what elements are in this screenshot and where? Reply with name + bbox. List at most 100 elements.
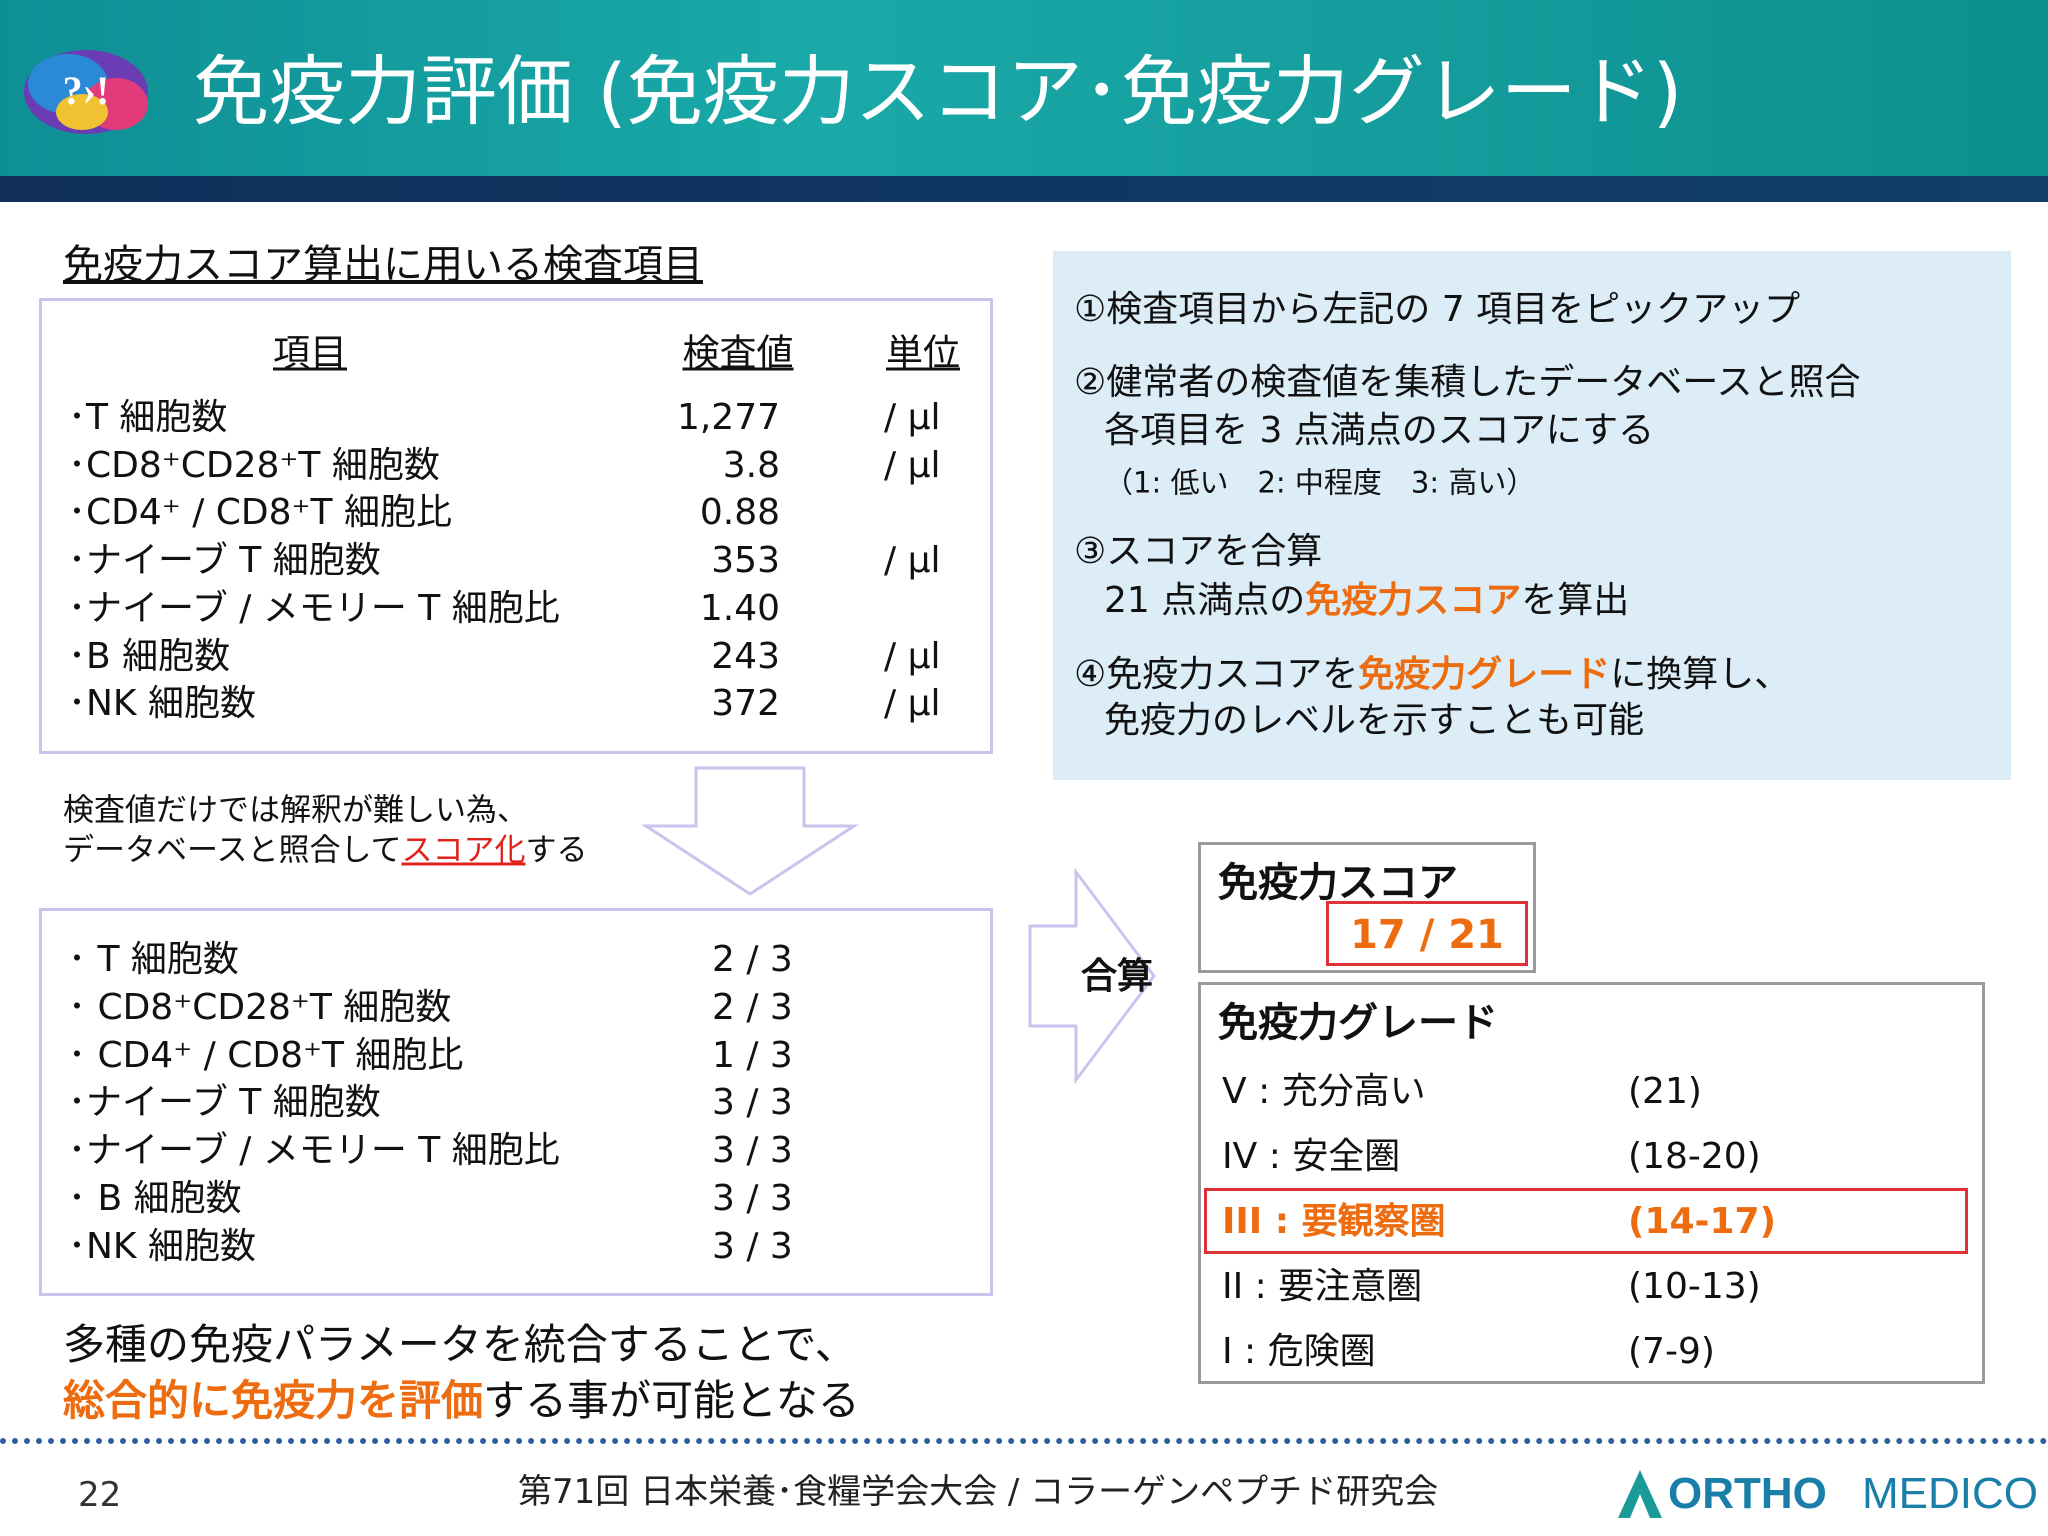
score-value: 2 / 3 <box>712 986 793 1028</box>
item-name: ･ナイーブ / メモリー T 細胞比 <box>68 587 560 629</box>
text-segment: する事が可能となる <box>483 1376 860 1425</box>
grade-highlight <box>1204 1188 1968 1254</box>
grade-label: V : 充分高い <box>1222 1071 1426 1112</box>
item-unit: / μl <box>884 397 941 438</box>
item-name: ･ナイーブ T 細胞数 <box>68 540 381 582</box>
logo-icon: ?›! <box>24 50 148 134</box>
conclusion-line: 多種の免疫パラメータを統合することで、 <box>63 1324 857 1366</box>
conference: 第71回 日本栄養･食糧学会大会 / コラーゲンペプチド研究会 <box>518 1472 1439 1512</box>
footer-dots <box>0 1438 2048 1444</box>
grade-range: (21) <box>1628 1071 1702 1112</box>
emphasis: 総合的に免疫力を評価 <box>63 1376 484 1425</box>
grade-range: (18-20) <box>1628 1136 1761 1177</box>
text-segment: データベースと照合して <box>63 832 402 869</box>
step-line: 各項目を 3 点満点のスコアにする <box>1104 413 1654 449</box>
score-item: ･ CD4⁺ / CD8⁺T 細胞比 <box>68 1034 464 1076</box>
item-value: 3.8 <box>722 444 780 486</box>
score-value: 3 / 3 <box>712 1130 793 1172</box>
step-line: ②健常者の検査値を集積したデータベースと照合 <box>1074 365 1860 401</box>
step-line: 免疫力のレベルを示すことも可能 <box>1104 703 1644 739</box>
text-segment: ④免疫力スコアを <box>1074 654 1359 695</box>
sum-label: 合算 <box>1081 956 1154 997</box>
brand-mark <box>1618 1470 1662 1518</box>
text-segment: 21 点満点の <box>1104 580 1306 621</box>
grade-box <box>1198 982 1985 1384</box>
text-segment: ①検査項目から左記の 7 項目をピックアップ <box>1074 289 1801 330</box>
right-arrow <box>1028 868 1156 1085</box>
item-value: 243 <box>711 635 780 677</box>
item-value: 1.40 <box>699 587 780 629</box>
emphasis: スコア化 <box>401 832 526 869</box>
grade-range: (10-13) <box>1628 1266 1761 1307</box>
grade-range: (14-17) <box>1628 1201 1777 1242</box>
text-segment: に換算し、 <box>1610 654 1791 695</box>
item-name: ･CD4⁺ / CD8⁺T 細胞比 <box>68 492 452 534</box>
score-item: ･ B 細胞数 <box>68 1178 242 1219</box>
score-total: 17 / 21 <box>1350 912 1504 958</box>
text-segment: 多種の免疫パラメータを統合することで、 <box>63 1320 857 1369</box>
score-item: ･ナイーブ / メモリー T 細胞比 <box>68 1130 560 1172</box>
brand-a: ORTHO <box>1668 1469 1827 1518</box>
header-strip <box>0 176 2048 202</box>
score-highlight <box>1326 901 1528 966</box>
grade-label: IV : 安全圏 <box>1222 1136 1401 1177</box>
header-band <box>0 0 2048 176</box>
down-arrow <box>640 766 860 896</box>
score-list-box <box>39 908 993 1296</box>
score-value: 3 / 3 <box>712 1225 793 1267</box>
item-unit: / μl <box>884 540 941 582</box>
text-segment: 各項目を 3 点満点のスコアにする <box>1104 410 1655 451</box>
grade-title: 免疫力グレード <box>1218 1000 1498 1046</box>
column-header: 単位 <box>886 331 960 375</box>
step-line: （1: 低い 2: 中程度 3: 高い） <box>1104 465 1536 500</box>
item-value: 0.88 <box>699 492 780 534</box>
score-box <box>1198 842 1536 973</box>
slide-title: 免疫力評価 (免疫力スコア･免疫力グレード) <box>193 47 1683 136</box>
item-unit: / μl <box>884 444 941 486</box>
text-segment: ③スコアを合算 <box>1074 531 1323 572</box>
grade-label: I : 危険圏 <box>1222 1331 1376 1372</box>
item-name: ･B 細胞数 <box>68 635 231 677</box>
item-value: 1,277 <box>676 397 780 438</box>
item-value: 372 <box>711 683 780 725</box>
item-unit: / μl <box>884 635 941 677</box>
note-line: データベースと照合してスコア化する <box>63 832 588 869</box>
text-segment: を算出 <box>1521 580 1630 621</box>
items-box <box>39 298 993 754</box>
grade-range: (7-9) <box>1628 1331 1715 1372</box>
text-segment: （1: 低い 2: 中程度 3: 高い） <box>1104 465 1536 500</box>
item-name: ･T 細胞数 <box>68 397 228 438</box>
column-header: 項目 <box>273 331 347 375</box>
text-segment: 免疫力のレベルを示すことも可能 <box>1104 700 1645 741</box>
note-line: 検査値だけでは解釈が難しい為、 <box>63 792 528 829</box>
text-segment: 検査値だけでは解釈が難しい為、 <box>63 792 528 829</box>
step-line: ①検査項目から左記の 7 項目をピックアップ <box>1074 292 1800 328</box>
score-value: 3 / 3 <box>712 1082 793 1124</box>
item-value: 353 <box>711 540 780 582</box>
text-segment: ②健常者の検査値を集積したデータベースと照合 <box>1074 362 1861 403</box>
score-item: ･NK 細胞数 <box>68 1225 256 1267</box>
score-item: ･ T 細胞数 <box>68 939 239 980</box>
step-line: ③スコアを合算 <box>1074 534 1322 570</box>
text-segment: する <box>525 832 588 869</box>
item-name: ･CD8⁺CD28⁺T 細胞数 <box>68 444 440 486</box>
items-heading: 免疫力スコア算出に用いる検査項目 <box>63 242 703 288</box>
item-unit: / μl <box>884 683 941 725</box>
grade-label: III : 要観察圏 <box>1222 1201 1446 1242</box>
brand-b: MEDICO <box>1862 1469 2038 1518</box>
score-value: 1 / 3 <box>712 1034 793 1076</box>
steps-box <box>1053 251 2011 780</box>
svg-text:?›!: ?›! <box>63 68 110 113</box>
score-title: 免疫力スコア <box>1218 860 1458 906</box>
grade-label: II : 要注意圏 <box>1222 1266 1423 1307</box>
item-name: ･NK 細胞数 <box>68 683 256 725</box>
column-header: 検査値 <box>682 331 794 375</box>
step-line: 21 点満点の免疫力スコアを算出 <box>1104 583 1629 619</box>
score-item: ･ナイーブ T 細胞数 <box>68 1082 381 1124</box>
step-line: ④免疫力スコアを免疫力グレードに換算し、 <box>1074 657 1790 693</box>
emphasis: 免疫力スコア <box>1305 580 1522 621</box>
score-item: ･ CD8⁺CD28⁺T 細胞数 <box>68 986 452 1028</box>
score-value: 2 / 3 <box>712 939 793 980</box>
